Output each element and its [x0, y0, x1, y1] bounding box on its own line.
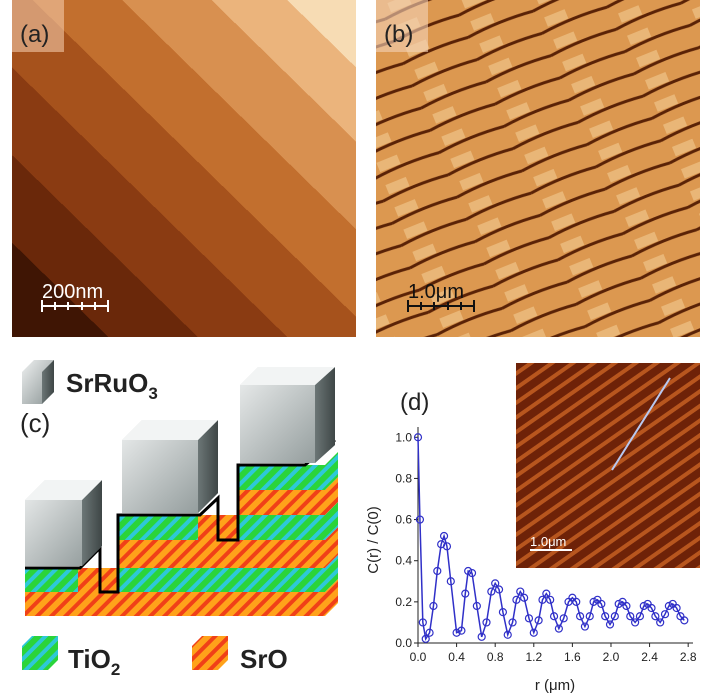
inset-scale-bar-label: 1.0μm [530, 534, 566, 549]
schematic [22, 360, 338, 670]
y-tick-label: 0.4 [395, 554, 412, 568]
x-axis-label: r (μm) [535, 677, 575, 694]
panel-label: (b) [384, 21, 413, 48]
page: (a) 200nm (b) 1.0μm SrRuO3 (c) TiO2 SrO … [0, 0, 709, 695]
x-tick-label: 0.4 [448, 650, 465, 664]
cube-legend-sub: 3 [148, 384, 157, 403]
x-tick-label: 0.8 [487, 650, 504, 664]
x-tick-label: 2.8 [680, 650, 697, 664]
scale-bar-label: 1.0μm [408, 281, 464, 303]
legend-sub: 2 [111, 660, 120, 679]
legend-entry: TiO2 [68, 644, 120, 679]
legend-entry: SrO [240, 644, 288, 674]
cube-legend: SrRuO3 [66, 368, 158, 403]
figure: (a) 200nm (b) 1.0μm SrRuO3 (c) TiO2 SrO … [0, 0, 709, 695]
x-tick-label: 2.4 [641, 650, 658, 664]
x-tick-label: 0.0 [410, 650, 427, 664]
y-tick-label: 1.0 [395, 430, 412, 444]
x-tick-label: 1.6 [564, 650, 581, 664]
panel-label: (d) [400, 389, 429, 416]
x-tick-label: 2.0 [603, 650, 620, 664]
x-tick-label: 1.2 [525, 650, 542, 664]
y-tick-label: 0.2 [395, 595, 412, 609]
y-tick-label: 0.0 [395, 636, 412, 650]
y-tick-label: 0.6 [395, 513, 412, 527]
y-axis-label: C(r) / C(0) [365, 506, 382, 574]
legend-text: TiO [68, 644, 111, 674]
y-tick-label: 0.8 [395, 471, 412, 485]
cube-legend-text: SrRuO [66, 368, 148, 398]
panel-label: (c) [20, 408, 50, 438]
scale-bar-label: 200nm [42, 281, 103, 303]
panel-label: (a) [20, 21, 49, 48]
